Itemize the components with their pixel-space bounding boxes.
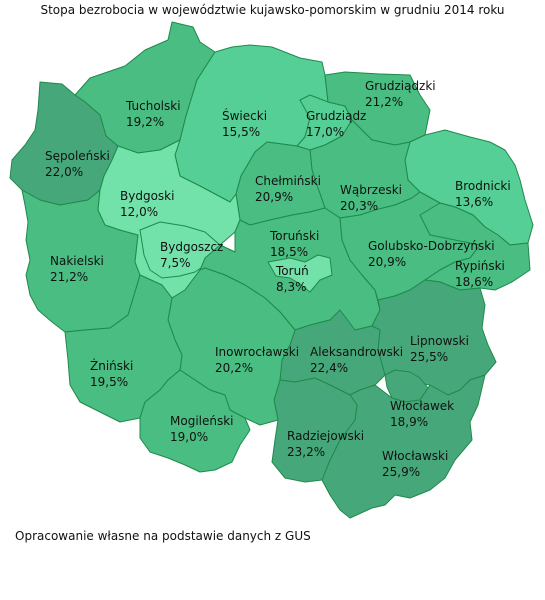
label-mogilenski-name: Mogileński: [170, 414, 234, 428]
label-sepolenski-name: Sępoleński: [45, 149, 110, 163]
source-note: Opracowanie własne na podstawie danych z…: [15, 529, 311, 543]
label-grudziadz-name: Grudziądz: [306, 109, 366, 123]
label-torun-value: 8,3%: [276, 280, 307, 294]
region-rypinski[interactable]: [419, 202, 531, 291]
label-wabrzeski-value: 20,3%: [340, 199, 378, 213]
region-zninski[interactable]: [64, 274, 183, 423]
label-radziejowski-value: 23,2%: [287, 445, 325, 459]
label-bydgoski-name: Bydgoski: [120, 189, 174, 203]
region-mogilenski[interactable]: [139, 369, 251, 473]
region-labels: Sępoleński 22,0% Tucholski 19,2% Świecki…: [45, 79, 511, 479]
label-wloclawek-value: 18,9%: [390, 415, 428, 429]
label-golubsko-name: Golubsko-Dobrzyński: [368, 239, 495, 253]
label-inowroclawski-value: 20,2%: [215, 361, 253, 375]
label-bydgoski-value: 12,0%: [120, 205, 158, 219]
label-wloclawek-name: Włocławek: [390, 399, 454, 413]
label-rypinski-value: 18,6%: [455, 275, 493, 289]
label-sepolenski-value: 22,0%: [45, 165, 83, 179]
label-radziejowski-name: Radziejowski: [287, 429, 364, 443]
label-aleksandrowski-name: Aleksandrowski: [310, 345, 403, 359]
label-golubsko-value: 20,9%: [368, 255, 406, 269]
label-bydgoszcz-name: Bydgoszcz: [160, 240, 223, 254]
label-aleksandrowski-value: 22,4%: [310, 361, 348, 375]
label-wloclawski-name: Włocławski: [382, 449, 448, 463]
label-swiecki-value: 15,5%: [222, 125, 260, 139]
label-grudziadz-value: 17,0%: [306, 125, 344, 139]
label-inowroclawski-name: Inowrocławski: [215, 345, 299, 359]
label-chelminski-name: Chełmiński: [255, 174, 321, 188]
label-wabrzeski-name: Wąbrzeski: [340, 183, 402, 197]
label-mogilenski-value: 19,0%: [170, 430, 208, 444]
label-brodnicki-value: 13,6%: [455, 195, 493, 209]
label-nakielski-name: Nakielski: [50, 254, 104, 268]
label-tucholski-name: Tucholski: [125, 99, 181, 113]
label-tucholski-value: 19,2%: [126, 115, 164, 129]
label-nakielski-value: 21,2%: [50, 270, 88, 284]
label-torunski-name: Toruński: [269, 229, 319, 243]
label-wloclawski-value: 25,9%: [382, 465, 420, 479]
label-brodnicki-name: Brodnicki: [455, 179, 511, 193]
label-zninski-name: Żniński: [90, 358, 133, 373]
map-title: Stopa bezrobocia w województwie kujawsko…: [40, 3, 505, 17]
label-rypinski-name: Rypiński: [455, 259, 505, 273]
label-bydgoszcz-value: 7,5%: [160, 256, 191, 270]
label-swiecki-name: Świecki: [222, 108, 267, 123]
label-grudziadzki-value: 21,2%: [365, 95, 403, 109]
label-chelminski-value: 20,9%: [255, 190, 293, 204]
region-torun[interactable]: [267, 254, 333, 293]
label-torunski-value: 18,5%: [270, 245, 308, 259]
region-radziejowski[interactable]: [271, 377, 358, 483]
label-zninski-value: 19,5%: [90, 375, 128, 389]
label-lipnowski-value: 25,5%: [410, 350, 448, 364]
label-torun-name: Toruń: [275, 264, 309, 278]
label-lipnowski-name: Lipnowski: [410, 334, 469, 348]
label-grudziadzki-name: Grudziądzki: [365, 79, 436, 93]
